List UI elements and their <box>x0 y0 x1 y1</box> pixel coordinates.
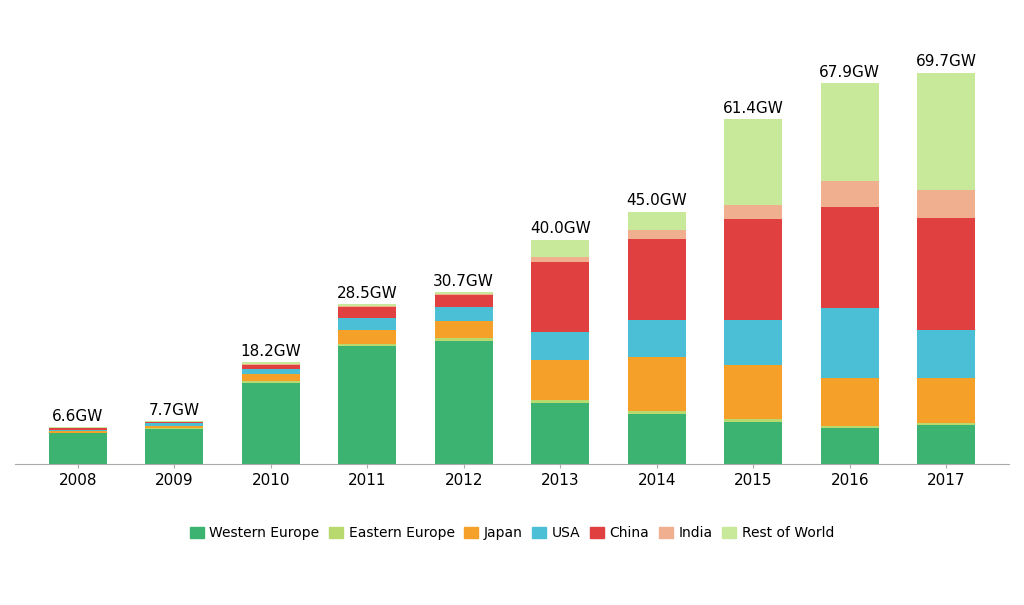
Text: 7.7GW: 7.7GW <box>148 403 200 417</box>
Bar <box>821 83 879 182</box>
Bar <box>435 338 493 341</box>
Bar <box>435 341 493 465</box>
Bar <box>628 320 686 356</box>
Bar <box>338 304 396 306</box>
Bar <box>531 262 589 332</box>
Bar <box>531 332 589 361</box>
Bar <box>918 73 975 190</box>
Bar <box>338 330 396 344</box>
Bar <box>724 419 782 422</box>
Bar <box>531 240 589 257</box>
Text: 45.0GW: 45.0GW <box>627 193 687 208</box>
Bar <box>49 433 106 465</box>
Bar <box>531 400 589 402</box>
Bar <box>724 219 782 320</box>
Bar <box>145 425 203 428</box>
Text: 67.9GW: 67.9GW <box>819 65 881 80</box>
Bar <box>145 422 203 423</box>
Bar <box>242 374 300 381</box>
Bar <box>145 429 203 465</box>
Bar <box>242 381 300 383</box>
Bar <box>49 430 106 431</box>
Bar <box>338 344 396 347</box>
Text: 18.2GW: 18.2GW <box>241 344 301 359</box>
Bar <box>242 383 300 465</box>
Bar <box>628 212 686 230</box>
Bar <box>918 330 975 378</box>
Bar <box>49 431 106 433</box>
Bar <box>49 428 106 430</box>
Text: 30.7GW: 30.7GW <box>433 273 495 289</box>
Bar <box>918 378 975 423</box>
Bar <box>918 218 975 330</box>
Bar <box>145 424 203 425</box>
Bar <box>724 365 782 419</box>
Bar <box>242 365 300 369</box>
Bar <box>628 414 686 465</box>
Bar <box>821 425 879 428</box>
Bar <box>724 422 782 465</box>
Bar <box>821 307 879 378</box>
Bar <box>821 378 879 425</box>
Bar <box>628 230 686 238</box>
Bar <box>821 182 879 206</box>
Bar <box>435 307 493 321</box>
Bar <box>242 364 300 365</box>
Legend: Western Europe, Eastern Europe, Japan, USA, China, India, Rest of World: Western Europe, Eastern Europe, Japan, U… <box>184 521 840 546</box>
Bar <box>628 411 686 414</box>
Bar <box>724 205 782 219</box>
Text: 28.5GW: 28.5GW <box>337 286 397 301</box>
Bar <box>338 347 396 465</box>
Bar <box>628 356 686 411</box>
Bar <box>435 293 493 295</box>
Bar <box>435 292 493 293</box>
Bar <box>338 318 396 330</box>
Bar <box>435 321 493 338</box>
Text: 6.6GW: 6.6GW <box>52 409 103 424</box>
Text: 69.7GW: 69.7GW <box>915 54 977 70</box>
Bar <box>918 425 975 465</box>
Text: 40.0GW: 40.0GW <box>529 221 591 237</box>
Bar <box>918 190 975 218</box>
Bar <box>242 369 300 374</box>
Bar <box>918 423 975 425</box>
Bar <box>531 257 589 262</box>
Bar <box>338 306 396 307</box>
Bar <box>628 238 686 320</box>
Bar <box>724 119 782 205</box>
Bar <box>435 295 493 307</box>
Bar <box>724 320 782 365</box>
Bar <box>242 362 300 364</box>
Bar <box>531 402 589 465</box>
Bar <box>531 361 589 400</box>
Text: 61.4GW: 61.4GW <box>723 101 783 116</box>
Bar <box>821 428 879 465</box>
Bar <box>821 206 879 307</box>
Bar <box>338 307 396 318</box>
